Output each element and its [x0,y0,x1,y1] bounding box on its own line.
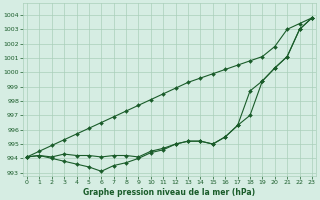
X-axis label: Graphe pression niveau de la mer (hPa): Graphe pression niveau de la mer (hPa) [84,188,256,197]
